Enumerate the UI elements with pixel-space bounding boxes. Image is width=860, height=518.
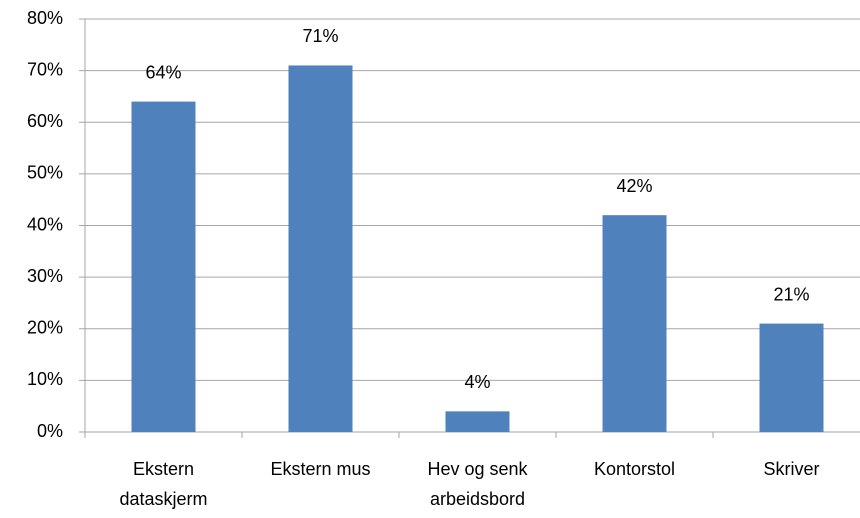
- bar: [289, 65, 353, 432]
- y-tick-label: 40%: [27, 214, 63, 234]
- y-tick-label: 80%: [27, 8, 63, 28]
- bar: [132, 102, 196, 432]
- y-tick-label: 60%: [27, 111, 63, 131]
- x-tick-label: Kontorstol: [560, 454, 710, 484]
- y-tick-label: 30%: [27, 266, 63, 286]
- y-tick-label: 10%: [27, 369, 63, 389]
- y-tick-label: 50%: [27, 163, 63, 183]
- y-tick-label: 20%: [27, 318, 63, 338]
- y-tick-label: 70%: [27, 59, 63, 79]
- data-label: 4%: [464, 372, 490, 392]
- y-tick-label: 0%: [37, 421, 63, 441]
- bar: [760, 324, 824, 432]
- data-label: 21%: [773, 284, 809, 304]
- data-label: 64%: [145, 62, 181, 82]
- bar: [603, 215, 667, 432]
- x-tick-label: Ekstern dataskjerm: [89, 454, 239, 514]
- x-tick-label: Skriver: [717, 454, 860, 484]
- data-label: 71%: [302, 26, 338, 46]
- x-tick-label: Hev og senk arbeidsbord: [403, 454, 553, 514]
- data-label: 42%: [616, 176, 652, 196]
- x-tick-label: Ekstern mus: [246, 454, 396, 484]
- bar: [446, 411, 510, 432]
